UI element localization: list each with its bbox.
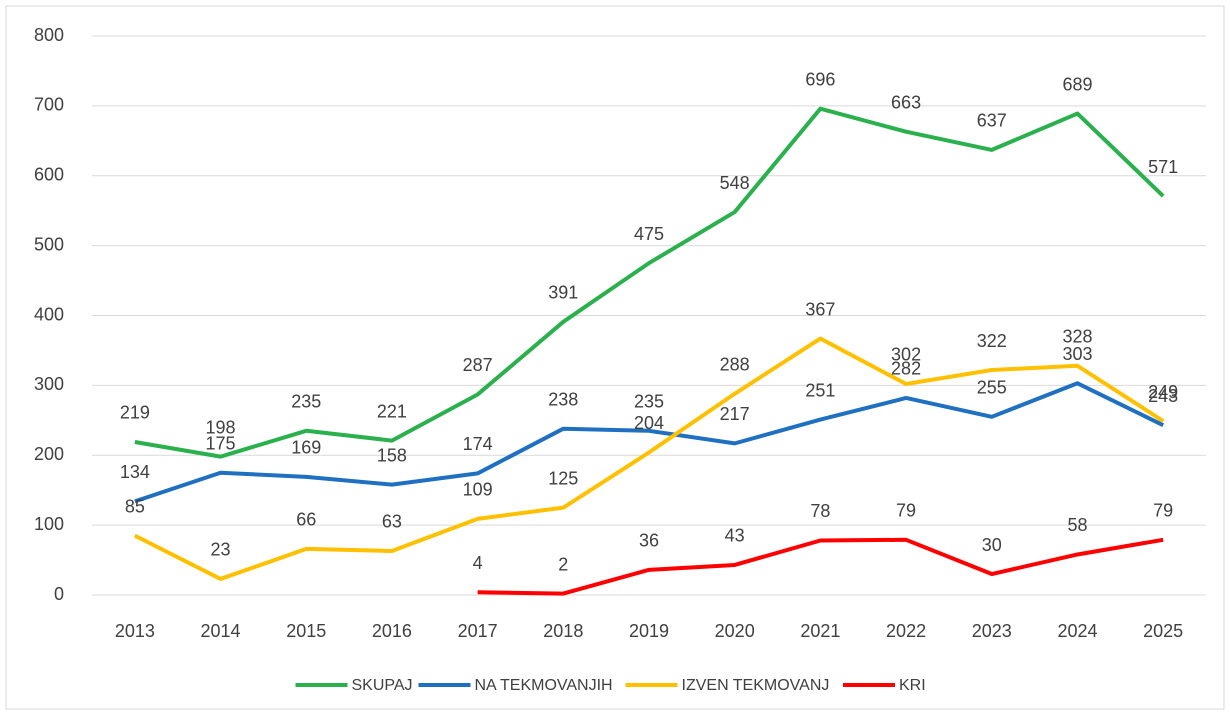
data-label: 663 — [891, 92, 921, 112]
x-tick-label: 2018 — [543, 621, 583, 641]
data-label: 571 — [1148, 157, 1178, 177]
x-tick-label: 2019 — [629, 621, 669, 641]
data-label: 249 — [1148, 382, 1178, 402]
legend-label: NA TEKMOVANJIH — [475, 677, 613, 694]
data-label: 243 — [1148, 386, 1178, 406]
data-label: 282 — [891, 359, 921, 379]
x-tick-label: 2014 — [201, 621, 241, 641]
data-label: 175 — [206, 433, 236, 453]
series-line — [134, 106, 1165, 459]
data-label: 66 — [296, 510, 316, 530]
data-label: 125 — [548, 468, 578, 488]
data-label: 367 — [805, 299, 835, 319]
x-tick-label: 2017 — [458, 621, 498, 641]
y-tick-label: 800 — [34, 25, 64, 45]
data-label: 30 — [982, 535, 1002, 555]
series-line — [133, 336, 1165, 581]
x-tick-label: 2022 — [886, 621, 926, 641]
data-label: 637 — [977, 111, 1007, 131]
chart-border — [5, 5, 1225, 710]
data-label: 134 — [120, 462, 150, 482]
x-tick-label: 2023 — [972, 621, 1012, 641]
data-label: 23 — [211, 540, 231, 560]
x-tick-label: 2021 — [800, 621, 840, 641]
data-label: 238 — [548, 389, 578, 409]
data-label: 235 — [291, 392, 321, 412]
legend-label: KRI — [899, 677, 926, 694]
data-label: 85 — [125, 496, 145, 516]
y-tick-label: 600 — [34, 165, 64, 185]
data-label: 302 — [891, 345, 921, 365]
data-label: 2 — [558, 554, 568, 574]
data-label: 217 — [720, 404, 750, 424]
y-tick-label: 0 — [54, 584, 64, 604]
data-label: 235 — [634, 392, 664, 412]
legend: SKUPAJ NA TEKMOVANJIH IZVEN TEKMOVANJ KRI — [295, 677, 926, 694]
data-label: 255 — [977, 378, 1007, 398]
data-label: 391 — [548, 283, 578, 303]
y-tick-label: 100 — [34, 514, 64, 534]
data-label: 36 — [639, 531, 659, 551]
data-label: 548 — [720, 173, 750, 193]
x-tick-label: 2020 — [715, 621, 755, 641]
x-tick-label: 2016 — [372, 621, 412, 641]
data-label: 221 — [377, 401, 407, 421]
data-label: 4 — [473, 553, 483, 573]
y-tick-label: 300 — [34, 374, 64, 394]
legend-label: IZVEN TEKMOVANJ — [682, 677, 830, 694]
data-label: 251 — [805, 380, 835, 400]
data-label: 79 — [896, 501, 916, 521]
y-tick-label: 700 — [34, 95, 64, 115]
y-tick-label: 200 — [34, 444, 64, 464]
legend-label: SKUPAJ — [352, 677, 413, 694]
data-label: 322 — [977, 331, 1007, 351]
data-label: 198 — [206, 417, 236, 437]
data-label: 78 — [810, 501, 830, 521]
data-label: 63 — [382, 512, 402, 532]
data-label: 174 — [463, 434, 493, 454]
x-tick-label: 2013 — [115, 621, 155, 641]
data-label: 303 — [1062, 344, 1092, 364]
y-tick-label: 500 — [34, 234, 64, 254]
y-tick-label: 400 — [34, 304, 64, 324]
x-tick-label: 2015 — [286, 621, 326, 641]
data-label: 109 — [463, 480, 493, 500]
data-label: 696 — [805, 69, 835, 89]
data-label: 288 — [720, 355, 750, 375]
x-tick-label: 2025 — [1143, 621, 1183, 641]
data-label: 58 — [1067, 515, 1087, 535]
data-label: 158 — [377, 445, 407, 465]
data-label: 43 — [725, 526, 745, 546]
data-label: 169 — [291, 438, 321, 458]
x-tick-label: 2024 — [1057, 621, 1097, 641]
data-label: 689 — [1062, 74, 1092, 94]
data-label: 287 — [463, 355, 493, 375]
data-label: 328 — [1062, 327, 1092, 347]
data-label: 475 — [634, 224, 664, 244]
data-label: 204 — [634, 413, 664, 433]
series-line — [477, 537, 1164, 596]
series-line — [134, 381, 1165, 504]
data-label: 79 — [1153, 501, 1173, 521]
data-label: 219 — [120, 403, 150, 423]
